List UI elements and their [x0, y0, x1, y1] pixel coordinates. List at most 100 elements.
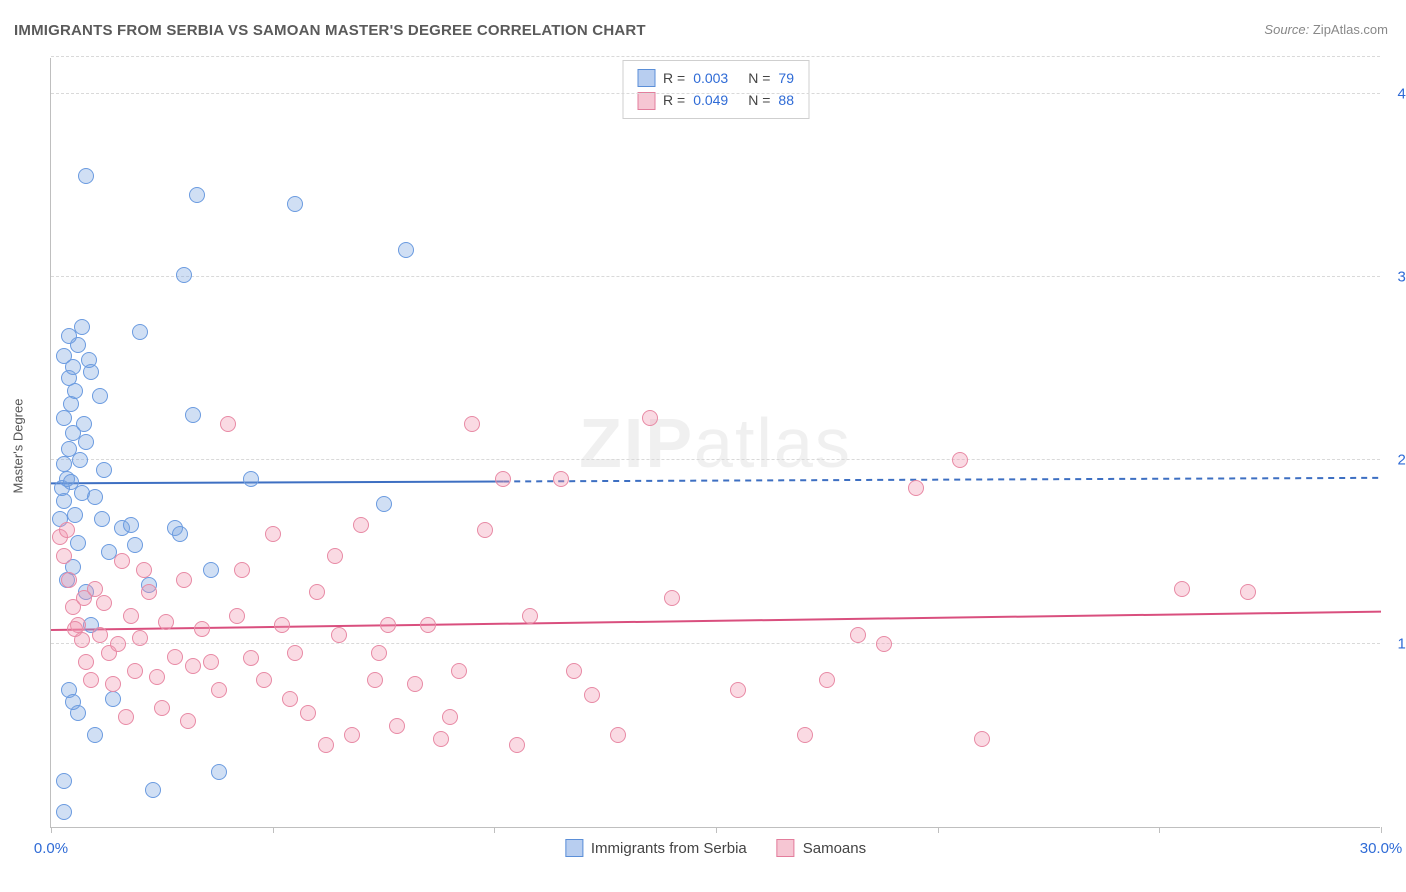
- scatter-point: [132, 324, 148, 340]
- scatter-point: [442, 709, 458, 725]
- scatter-point: [56, 348, 72, 364]
- scatter-point: [78, 434, 94, 450]
- r-value-0: 0.003: [693, 67, 728, 89]
- x-tick-mark: [1159, 827, 1160, 833]
- scatter-point: [176, 267, 192, 283]
- source-prefix: Source:: [1264, 22, 1309, 37]
- scatter-point: [56, 804, 72, 820]
- legend-series: Immigrants from Serbia Samoans: [565, 839, 866, 857]
- scatter-point: [185, 658, 201, 674]
- scatter-point: [78, 168, 94, 184]
- scatter-point: [105, 676, 121, 692]
- watermark-light: atlas: [694, 404, 852, 482]
- legend-stats: R = 0.003 N = 79 R = 0.049 N = 88: [622, 60, 809, 119]
- scatter-point: [123, 517, 139, 533]
- scatter-point: [176, 572, 192, 588]
- scatter-point: [274, 617, 290, 633]
- scatter-point: [420, 617, 436, 633]
- scatter-point: [344, 727, 360, 743]
- legend-item-1: Samoans: [777, 839, 866, 857]
- scatter-point: [287, 196, 303, 212]
- scatter-point: [78, 654, 94, 670]
- scatter-point: [265, 526, 281, 542]
- scatter-point: [243, 650, 259, 666]
- scatter-point: [72, 452, 88, 468]
- scatter-point: [76, 590, 92, 606]
- scatter-point: [56, 456, 72, 472]
- scatter-point: [509, 737, 525, 753]
- gridline-h: [51, 276, 1380, 277]
- scatter-point: [952, 452, 968, 468]
- scatter-point: [353, 517, 369, 533]
- scatter-point: [74, 319, 90, 335]
- scatter-point: [149, 669, 165, 685]
- source-name: ZipAtlas.com: [1313, 22, 1388, 37]
- scatter-point: [96, 462, 112, 478]
- r-label-0: R =: [663, 67, 685, 89]
- scatter-point: [282, 691, 298, 707]
- x-tick-mark: [494, 827, 495, 833]
- chart-title: IMMIGRANTS FROM SERBIA VS SAMOAN MASTER'…: [14, 22, 646, 39]
- legend-item-0: Immigrants from Serbia: [565, 839, 747, 857]
- scatter-point: [584, 687, 600, 703]
- scatter-point: [522, 608, 538, 624]
- x-tick-mark: [273, 827, 274, 833]
- scatter-point: [908, 480, 924, 496]
- scatter-point: [451, 663, 467, 679]
- scatter-point: [96, 595, 112, 611]
- scatter-point: [553, 471, 569, 487]
- plot-area: ZIPatlas R = 0.003 N = 79 R = 0.049 N = …: [50, 58, 1380, 828]
- scatter-point: [167, 649, 183, 665]
- gridline-h: [51, 93, 1380, 94]
- scatter-point: [189, 187, 205, 203]
- scatter-point: [67, 507, 83, 523]
- x-tick-label: 0.0%: [34, 840, 68, 857]
- x-tick-mark: [51, 827, 52, 833]
- scatter-point: [67, 621, 83, 637]
- scatter-point: [203, 654, 219, 670]
- scatter-point: [327, 548, 343, 564]
- scatter-point: [145, 782, 161, 798]
- watermark: ZIPatlas: [579, 403, 852, 483]
- scatter-point: [92, 388, 108, 404]
- x-tick-mark: [938, 827, 939, 833]
- scatter-point: [211, 764, 227, 780]
- scatter-point: [367, 672, 383, 688]
- scatter-point: [642, 410, 658, 426]
- scatter-point: [114, 553, 130, 569]
- scatter-point: [566, 663, 582, 679]
- scatter-point: [185, 407, 201, 423]
- trend-lines: [51, 58, 1380, 827]
- scatter-point: [1174, 581, 1190, 597]
- scatter-point: [243, 471, 259, 487]
- scatter-point: [194, 621, 210, 637]
- scatter-point: [797, 727, 813, 743]
- scatter-point: [136, 562, 152, 578]
- scatter-point: [141, 584, 157, 600]
- scatter-point: [495, 471, 511, 487]
- scatter-point: [287, 645, 303, 661]
- scatter-point: [118, 709, 134, 725]
- gridline-h: [51, 643, 1380, 644]
- scatter-point: [389, 718, 405, 734]
- scatter-point: [376, 496, 392, 512]
- scatter-point: [65, 694, 81, 710]
- y-tick-label: 10.0%: [1385, 635, 1406, 652]
- scatter-point: [92, 627, 108, 643]
- scatter-point: [309, 584, 325, 600]
- scatter-point: [477, 522, 493, 538]
- scatter-point: [105, 691, 121, 707]
- legend-label-0: Immigrants from Serbia: [591, 840, 747, 857]
- scatter-point: [203, 562, 219, 578]
- scatter-point: [1240, 584, 1256, 600]
- scatter-point: [730, 682, 746, 698]
- scatter-point: [229, 608, 245, 624]
- x-tick-mark: [1381, 827, 1382, 833]
- scatter-point: [211, 682, 227, 698]
- scatter-point: [56, 410, 72, 426]
- chart-container: IMMIGRANTS FROM SERBIA VS SAMOAN MASTER'…: [0, 0, 1406, 892]
- scatter-point: [94, 511, 110, 527]
- scatter-point: [87, 727, 103, 743]
- scatter-point: [56, 773, 72, 789]
- legend-label-1: Samoans: [803, 840, 866, 857]
